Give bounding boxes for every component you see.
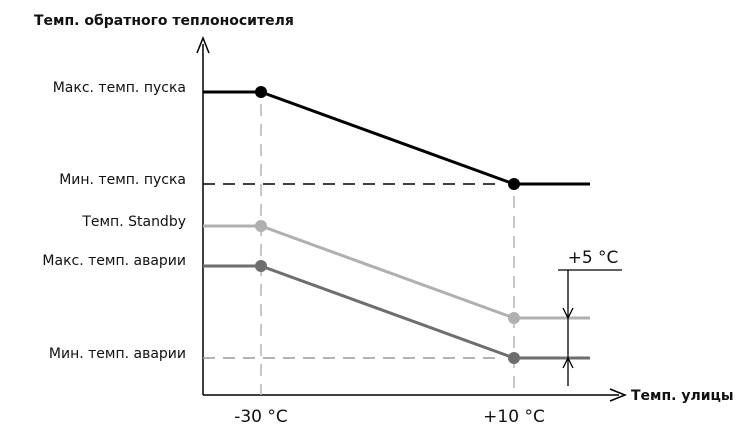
series-point-0-1 [508,178,520,190]
series-line-1 [203,224,590,320]
series-point-0-0 [255,86,267,98]
x-axis-label: Темп. улицы [631,388,734,404]
series-point-1-0 [255,220,267,232]
series-point-1-1 [508,312,520,324]
series-line-2 [203,264,590,360]
x-tick-label-minus30: -30 °C [234,407,288,427]
y-level-label-min-alarm: Мин. темп. аварии [49,346,186,362]
y-axis-label: Темп. обратного теплоносителя [34,13,294,29]
y-level-label-standby: Темп. Standby [81,214,186,230]
offset-annotation: +5 °C [558,248,622,386]
x-axis-arrow [609,388,628,402]
guide-lines [203,104,515,395]
annotation-arrow-up [562,356,574,369]
series-point-2-0 [255,260,267,272]
y-level-label-max-start: Макс. темп. пуска [53,80,186,96]
y-level-label-min-start: Мин. темп. пуска [59,172,186,188]
x-tick-label-plus10: +10 °C [483,407,545,427]
series-point-2-1 [508,352,520,364]
annotation-arrow-down [562,307,574,320]
series-line-0 [203,90,590,186]
y-level-label-max-alarm: Макс. темп. аварии [42,253,186,269]
y-axis-arrow [196,35,210,54]
series-layer [203,86,590,364]
annotation-label: +5 °C [568,248,619,268]
